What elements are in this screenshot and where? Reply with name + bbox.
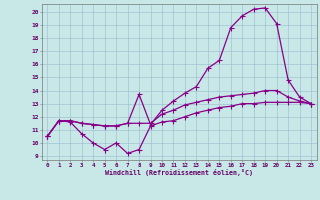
X-axis label: Windchill (Refroidissement éolien,°C): Windchill (Refroidissement éolien,°C) xyxy=(105,169,253,176)
